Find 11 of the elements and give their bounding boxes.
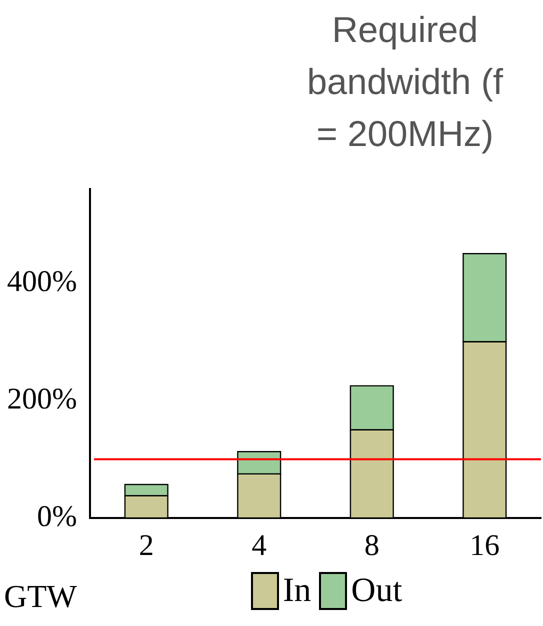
- chart-title: Required bandwidth (f = 200MHz): [306, 8, 504, 156]
- y-tick-label: 0%: [36, 500, 77, 533]
- x-tick-label: 8: [364, 528, 380, 562]
- y-tick-label: 200%: [6, 382, 77, 416]
- legend-label: In: [282, 572, 312, 610]
- y-tick-label: 400%: [6, 264, 77, 298]
- x-tick-label: 4: [252, 528, 267, 562]
- x-tick-label: 2: [138, 528, 154, 562]
- x-tick-label: 16: [470, 528, 500, 562]
- text: GTW: [4, 578, 77, 615]
- legend-label: Out: [351, 572, 402, 610]
